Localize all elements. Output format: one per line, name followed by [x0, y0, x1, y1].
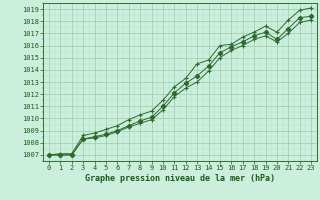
X-axis label: Graphe pression niveau de la mer (hPa): Graphe pression niveau de la mer (hPa) — [85, 174, 275, 183]
